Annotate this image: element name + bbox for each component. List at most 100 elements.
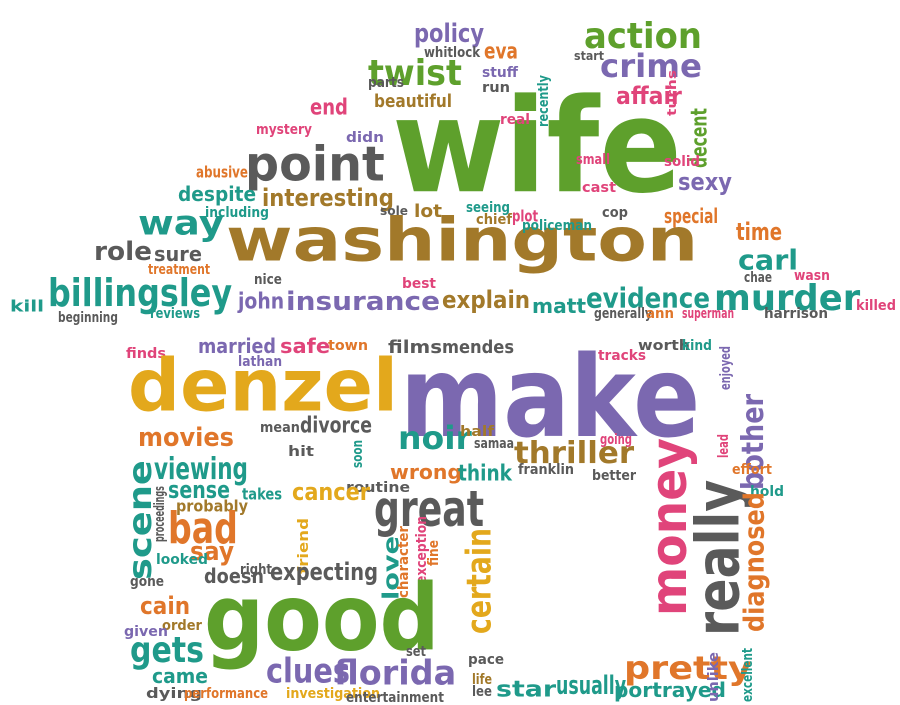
word-cloud-word: probably: [176, 496, 248, 516]
word-cloud-word: samaa: [474, 434, 515, 452]
word-cloud-word: set: [406, 642, 427, 660]
word-cloud-word: role: [94, 235, 153, 267]
word-cloud-word: eva: [484, 38, 518, 64]
word-cloud-word: florida: [334, 652, 457, 693]
word-cloud-word: chief: [476, 210, 513, 228]
word-cloud-word: portrayed: [614, 678, 726, 702]
word-cloud-word: killed: [856, 296, 896, 314]
word-cloud-word: cop: [602, 203, 628, 221]
word-cloud-word: usually: [556, 669, 627, 701]
word-cloud-word: films: [388, 336, 443, 358]
word-cloud-word: lee: [472, 682, 492, 700]
word-cloud-word: run: [482, 78, 510, 96]
word-cloud-word: pace: [468, 650, 505, 668]
word-cloud-word: right: [240, 560, 273, 578]
word-cloud-word: affair: [616, 81, 682, 110]
word-cloud-word: kind: [682, 336, 712, 354]
word-cloud-word: effort: [732, 460, 772, 478]
word-cloud-word: policeman: [522, 216, 592, 234]
word-cloud-word: end: [310, 94, 348, 120]
word-cloud-word: special: [664, 204, 719, 228]
word-cloud-word: plot: [512, 206, 539, 226]
word-cloud-word: franklin: [518, 460, 574, 478]
word-cloud-word: bad: [168, 502, 238, 554]
word-cloud-word: life: [472, 670, 492, 688]
word-cloud-word: evidence: [586, 281, 710, 315]
word-cloud-word: soon: [348, 439, 366, 468]
word-cloud-word: billingsley: [48, 270, 233, 316]
word-cloud-word: stuff: [482, 63, 518, 81]
word-cloud-word: chae: [744, 268, 772, 286]
word-cloud-word: interesting: [262, 183, 394, 212]
word-cloud-word: wasn: [794, 266, 830, 284]
word-cloud-word: seeing: [466, 198, 511, 216]
word-cloud-word: sure: [154, 242, 202, 266]
word-cloud-word: sexy: [678, 167, 733, 196]
word-cloud-word: beautiful: [374, 90, 453, 112]
word-cloud-word: half: [460, 422, 495, 440]
word-cloud-word: enjoyed: [716, 346, 734, 390]
word-cloud-word: matt: [532, 294, 587, 318]
word-cloud-word: carl: [738, 243, 799, 277]
word-cloud-word: noir: [398, 419, 472, 457]
word-cloud-word: tracks: [598, 346, 646, 364]
word-cloud-word: excellent: [738, 648, 756, 702]
word-cloud-word: great: [374, 479, 485, 538]
word-cloud-word: harrison: [764, 304, 828, 322]
word-cloud-word: performance: [184, 684, 269, 702]
word-cloud-word: cancer: [292, 477, 371, 506]
word-cloud-word: good: [204, 563, 440, 672]
word-cloud-word: diagnosed: [737, 492, 771, 632]
word-cloud-word: denzel: [128, 343, 398, 428]
word-cloud-word: time: [736, 217, 783, 246]
word-cloud-word: real: [500, 110, 530, 128]
word-cloud-word: hit: [288, 442, 315, 460]
word-cloud-word: solid: [664, 152, 701, 170]
word-cloud-word: thriller: [514, 435, 635, 471]
word-cloud-word: going: [600, 430, 633, 448]
word-cloud-word: action: [584, 14, 702, 57]
word-cloud-word: policy: [414, 17, 485, 49]
word-cloud-word: insurance: [286, 285, 441, 317]
word-cloud-word: expecting: [270, 557, 378, 586]
word-cloud-word: scene: [121, 460, 159, 580]
word-cloud-word: despite: [178, 182, 257, 206]
word-cloud-word: point: [245, 135, 385, 192]
word-cloud-word: kill: [10, 296, 45, 316]
word-cloud-word: nice: [254, 270, 282, 288]
word-cloud-word: lead: [714, 433, 732, 458]
word-cloud-word: mystery: [256, 120, 313, 138]
word-cloud-word: mean: [260, 418, 300, 436]
word-cloud-word: safe: [280, 334, 331, 358]
word-cloud-word: given: [124, 622, 169, 640]
word-cloud-word: came: [152, 664, 208, 688]
word-cloud-word: unlike: [704, 652, 722, 702]
word-cloud-word: explain: [442, 285, 531, 314]
word-cloud-word: recently: [534, 75, 552, 127]
word-cloud-word: cast: [582, 178, 617, 196]
word-cloud-word: lathan: [238, 352, 283, 370]
word-cloud-word: lot: [414, 200, 442, 222]
word-cloud-word: town: [328, 336, 369, 354]
word-cloud-word: wife: [392, 70, 682, 223]
word-cloud-word: parts: [368, 73, 404, 91]
word-cloud-word: investigation: [286, 684, 381, 702]
word-cloud-word: turns: [664, 69, 679, 116]
word-cloud-word: worth: [638, 336, 691, 354]
word-cloud-word: entertainment: [346, 688, 444, 705]
word-cloud-word: sole: [380, 203, 409, 218]
word-cloud-word: way: [138, 202, 224, 243]
word-cloud-word: order: [162, 616, 202, 634]
word-cloud-word: generally: [594, 304, 652, 322]
word-cloud-word: movies: [138, 421, 234, 453]
word-cloud-word: routine: [346, 478, 411, 496]
word-cloud-word: abusive: [196, 162, 249, 182]
word-cloud-word: gone: [130, 572, 165, 590]
word-cloud-word: gets: [130, 628, 204, 671]
word-cloud-word: cain: [140, 591, 191, 620]
word-cloud-word: think: [458, 460, 512, 486]
word-cloud-word: married: [198, 334, 276, 358]
word-cloud-word: looked: [156, 550, 208, 568]
word-cloud-word: start: [574, 48, 604, 63]
